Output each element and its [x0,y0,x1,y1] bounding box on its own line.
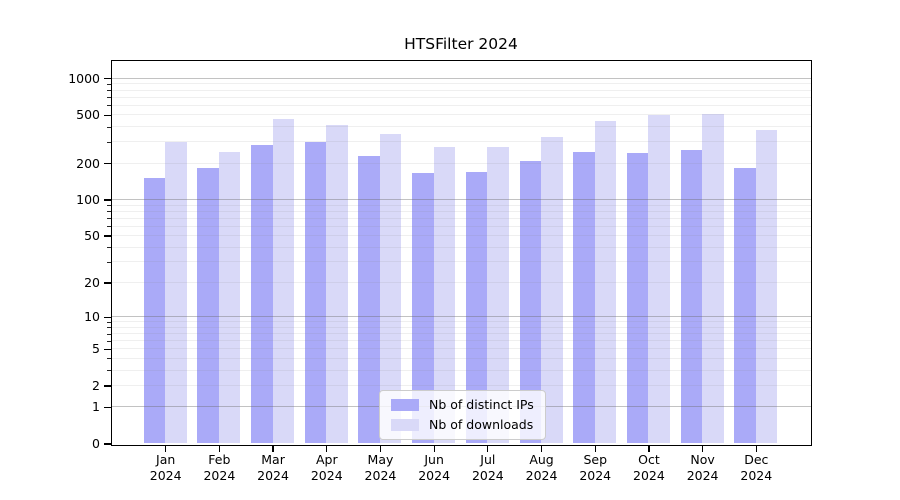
bar-nb-of-distinct-ips-jun [412,173,434,444]
y-minor-tick-40 [107,247,111,249]
x-tick-mark-jun [433,445,435,452]
x-tick-mark-mar [272,445,274,452]
bar-nb-of-downloads-feb [218,151,241,444]
y-minor-tick-8 [107,327,111,329]
bar-nb-of-distinct-ips-jul [465,171,488,444]
y-tick-label-20: 20 [84,275,100,291]
y-tick-label-50: 50 [84,228,100,244]
y-tick-label-5: 5 [92,341,100,357]
y-tick-mark-1 [104,406,111,408]
x-tick-label-jan: Jan 2024 [149,452,182,483]
x-tick-label-sep: Sep 2024 [579,452,612,483]
x-tick-mark-sep [594,445,596,452]
bar-nb-of-distinct-ips-mar [251,144,273,444]
bar-nb-of-downloads-may [379,134,402,444]
bars-layer [112,61,811,445]
y-minor-tick-7 [107,333,111,335]
y-tick-mark-20 [104,282,111,284]
legend-label-downloads: Nb of downloads [429,417,534,432]
y-minor-tick-4 [107,358,111,360]
y-tick-label-10: 10 [84,309,100,325]
x-tick-label-may: May 2024 [364,452,397,483]
bar-nb-of-downloads-jun [433,146,456,444]
y-tick-label-500: 500 [76,107,100,123]
legend-item-downloads: Nb of downloads [391,417,534,432]
bar-nb-of-downloads-nov [702,113,724,444]
x-tick-mark-jan [165,445,167,452]
x-tick-label-nov: Nov 2024 [686,452,719,483]
x-tick-label-feb: Feb 2024 [203,452,236,483]
y-tick-mark-1000 [104,78,111,80]
x-tick-mark-nov [701,445,704,452]
bar-nb-of-distinct-ips-apr [304,141,327,444]
x-tick-mark-jul [487,445,489,452]
bar-nb-of-downloads-sep [594,121,617,444]
legend-swatch-distinct-ips [391,398,419,411]
y-minor-tick-80 [107,211,111,213]
y-tick-mark-500 [104,114,111,116]
bar-nb-of-downloads-aug [541,137,563,444]
y-minor-tick-300 [107,141,111,143]
y-tick-label-1: 1 [92,399,100,415]
bar-nb-of-downloads-oct [648,114,670,444]
x-tick-label-dec: Dec 2024 [740,452,773,483]
bar-nb-of-distinct-ips-feb [197,168,219,444]
y-tick-label-0: 0 [92,436,100,451]
y-tick-mark-100 [104,199,111,201]
y-tick-mark-200 [104,162,111,165]
y-minor-tick-900 [107,83,111,85]
legend-item-distinct-ips: Nb of distinct IPs [391,397,534,412]
x-tick-mark-oct [648,445,650,452]
y-tick-label-200: 200 [76,155,100,171]
bar-nb-of-downloads-dec [755,130,778,444]
x-tick-mark-aug [540,445,543,452]
y-minor-tick-30 [107,261,111,263]
y-minor-tick-9 [107,321,111,323]
y-minor-tick-3 [107,370,111,372]
y-tick-label-2: 2 [92,377,100,393]
legend-swatch-downloads [391,418,419,431]
y-minor-tick-60 [107,226,111,228]
bar-nb-of-distinct-ips-aug [519,160,542,444]
y-tick-mark-2 [104,385,111,387]
y-tick-mark-50 [104,235,111,237]
x-tick-label-jul: Jul 2024 [471,452,504,483]
bar-nb-of-downloads-jul [487,146,509,444]
bar-nb-of-distinct-ips-nov [680,149,703,444]
legend: Nb of distinct IPs Nb of downloads [379,390,546,440]
y-minor-tick-800 [107,90,111,92]
y-tick-mark-10 [104,316,111,318]
bar-nb-of-distinct-ips-dec [734,168,756,444]
x-tick-label-aug: Aug 2024 [525,452,558,483]
x-tick-mark-feb [218,445,221,452]
y-minor-tick-400 [107,126,111,128]
y-tick-label-1000: 1000 [68,70,100,86]
y-minor-tick-600 [107,105,111,107]
plot-area [110,59,812,446]
chart-title: HTSFilter 2024 [404,35,518,53]
x-tick-mark-apr [326,445,328,452]
y-minor-tick-90 [107,205,111,207]
x-tick-label-oct: Oct 2024 [633,452,665,483]
y-minor-tick-70 [107,218,111,220]
bar-nb-of-distinct-ips-jan [143,178,166,444]
bar-nb-of-downloads-jan [165,141,187,444]
bar-nb-of-distinct-ips-sep [573,151,595,444]
y-minor-tick-700 [107,97,111,99]
bar-nb-of-downloads-mar [272,118,295,444]
bar-nb-of-downloads-apr [326,124,348,444]
y-tick-mark-0 [104,443,111,445]
x-tick-mark-may [379,445,382,452]
x-tick-label-apr: Apr 2024 [310,452,343,483]
x-tick-label-jun: Jun 2024 [418,452,451,483]
y-tick-mark-5 [104,348,111,350]
bar-nb-of-distinct-ips-oct [626,152,649,444]
x-tick-label-mar: Mar 2024 [257,452,289,483]
x-tick-mark-dec [755,445,757,452]
y-minor-tick-6 [107,340,111,342]
legend-label-distinct-ips: Nb of distinct IPs [429,397,534,412]
bar-nb-of-distinct-ips-may [358,156,380,444]
y-tick-label-100: 100 [76,192,100,208]
